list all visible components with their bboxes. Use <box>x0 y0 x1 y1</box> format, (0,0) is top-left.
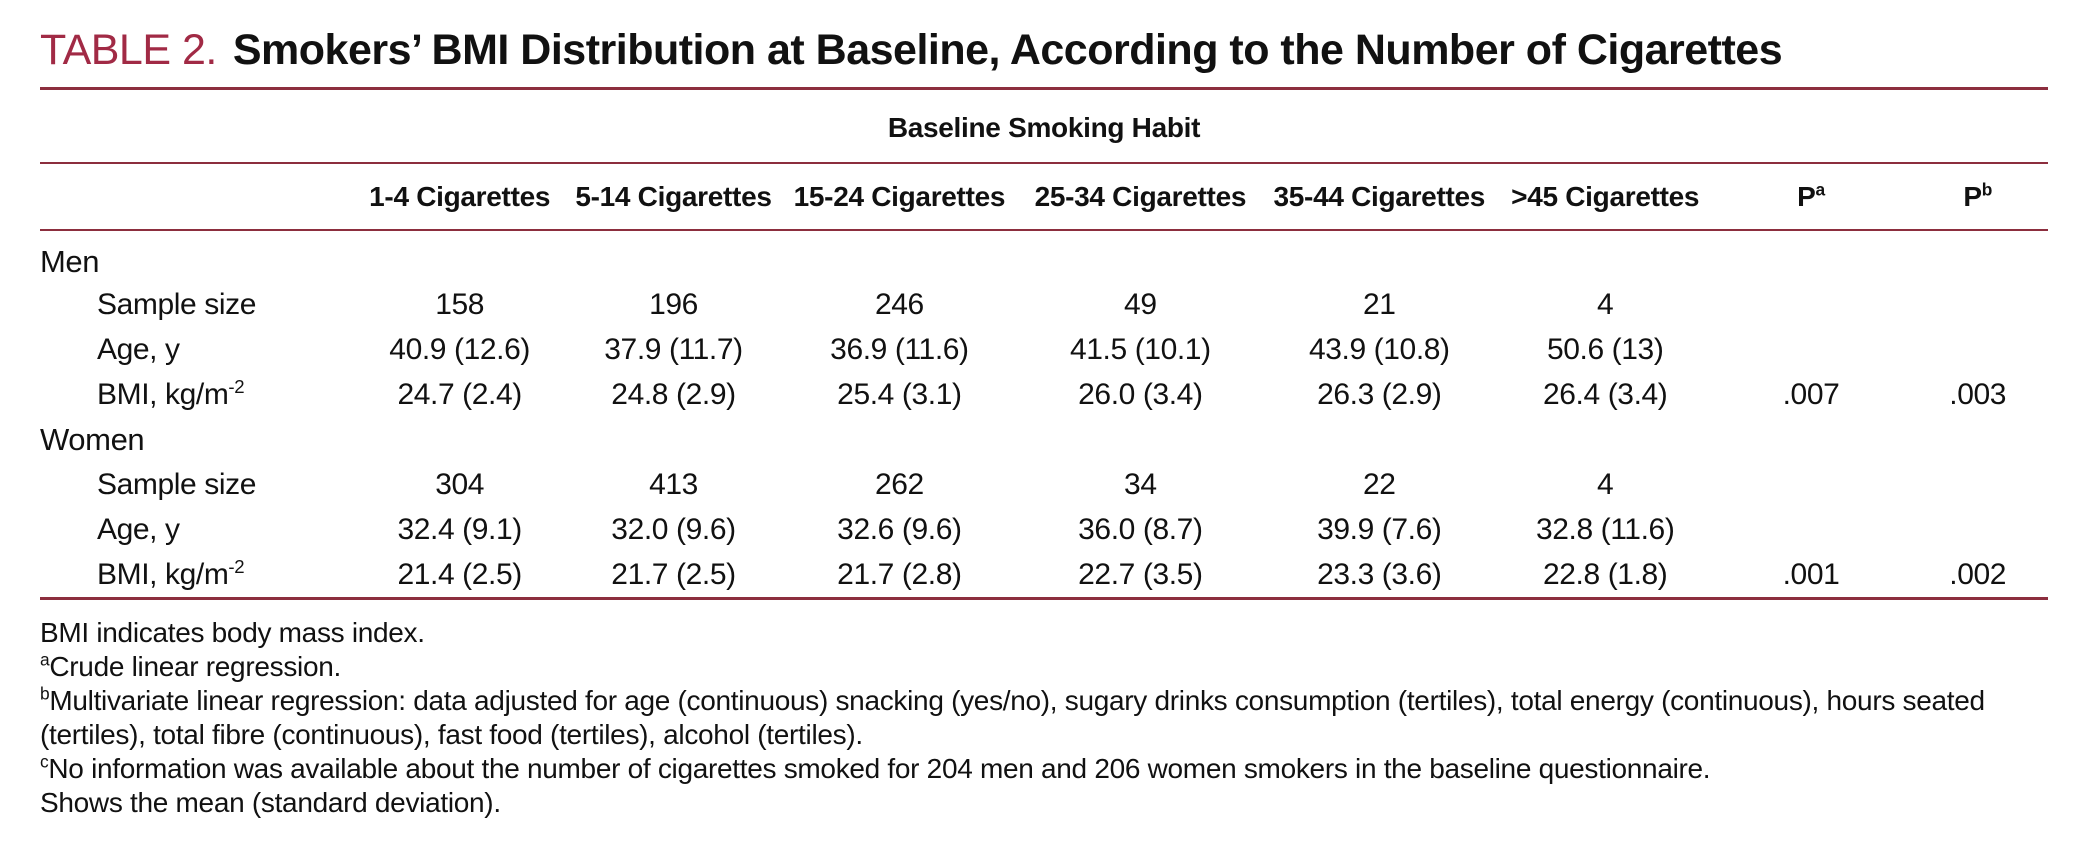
row-label: BMI, kg/m-2 <box>97 555 245 591</box>
row-label: Age, y <box>97 332 180 366</box>
superscript-a: a <box>1815 179 1826 200</box>
footnote-a: aCrude linear regression. <box>40 649 341 683</box>
column-header-25-34: 25-34 Cigarettes <box>1017 164 1263 232</box>
bottom-rule <box>40 597 2048 601</box>
data-cell: 32.6 (9.6) <box>837 512 962 546</box>
table-title: Smokers’ BMI Distribution at Baseline, A… <box>232 26 1783 74</box>
section-header-men: Men <box>40 230 2048 282</box>
p-value-cell <box>1907 327 2048 372</box>
data-cell: 36.9 (11.6) <box>830 332 969 366</box>
p-value-cell: .001 <box>1782 557 1840 591</box>
footnote-c: cNo information was available about the … <box>40 751 1711 785</box>
row-label: Sample size <box>97 287 257 321</box>
table-row-men-sample-size: Sample size 158 196 246 49 21 4 <box>40 282 2048 327</box>
data-cell: 22 <box>1363 467 1396 501</box>
paper-table-figure: TABLE 2. Smokers’ BMI Distribution at Bas… <box>40 26 2048 820</box>
p-value-cell <box>1715 282 1908 327</box>
footnote-abbreviation: BMI indicates body mass index. <box>40 617 425 649</box>
data-cell: 40.9 (12.6) <box>389 332 530 366</box>
data-cell: 21 <box>1363 287 1396 321</box>
footnote-marker-c: c <box>40 751 49 772</box>
footnote-mean-sd: Shows the mean (standard deviation). <box>40 787 501 819</box>
data-cell: 4 <box>1597 287 1614 321</box>
data-cell: 37.9 (11.7) <box>604 332 743 366</box>
table-number-label: TABLE 2. <box>40 26 217 74</box>
data-cell: 22.7 (3.5) <box>1078 557 1203 591</box>
table-row-men-age: Age, y 40.9 (12.6) 37.9 (11.7) 36.9 (11.… <box>40 327 2048 372</box>
data-cell: 43.9 (10.8) <box>1308 332 1450 366</box>
data-cell: 21.7 (2.5) <box>611 557 736 591</box>
data-cell: 23.3 (3.6) <box>1317 557 1442 591</box>
row-label: Sample size <box>97 467 257 501</box>
data-cell: 4 <box>1597 467 1614 501</box>
section-header-women: Women <box>40 417 2048 462</box>
p-value-cell <box>1907 282 2048 327</box>
table-row-women-sample-size: Sample size 304 413 262 34 22 4 <box>40 462 2048 507</box>
section-label: Men <box>40 243 100 279</box>
data-cell: 262 <box>874 467 924 501</box>
table-row-men-bmi: BMI, kg/m-2 24.7 (2.4) 24.8 (2.9) 25.4 (… <box>40 372 2048 417</box>
table-header-row: 1-4 Cigarettes 5-14 Cigarettes 15-24 Cig… <box>40 164 2048 232</box>
data-cell: 49 <box>1124 287 1157 321</box>
superscript-minus2: -2 <box>228 555 245 577</box>
column-header-5-14: 5-14 Cigarettes <box>566 164 781 232</box>
data-cell: 26.4 (3.4) <box>1542 377 1668 411</box>
superscript-b: b <box>1981 179 1993 200</box>
superscript-minus2: -2 <box>228 375 245 397</box>
column-header-15-24: 15-24 Cigarettes <box>780 164 1018 232</box>
p-value-cell <box>1715 507 1908 552</box>
data-cell: 39.9 (7.6) <box>1317 512 1442 546</box>
p-value-cell: .007 <box>1782 377 1840 411</box>
data-cell: 413 <box>649 467 698 501</box>
column-header-p-multivariate: Pb <box>1907 164 2048 232</box>
data-cell: 196 <box>649 287 698 321</box>
row-label: Age, y <box>97 512 180 546</box>
data-cell: 32.4 (9.1) <box>397 512 522 546</box>
row-label: BMI, kg/m-2 <box>97 375 245 411</box>
spanner-heading: Baseline Smoking Habit <box>887 112 1201 144</box>
column-header-1-4: 1-4 Cigarettes <box>353 164 567 232</box>
data-cell: 22.8 (1.8) <box>1542 557 1668 591</box>
footnote-marker-b: b <box>40 683 50 704</box>
footnote-marker-a: a <box>40 649 50 670</box>
data-cell: 24.7 (2.4) <box>397 377 522 411</box>
data-table: 1-4 Cigarettes 5-14 Cigarettes 15-24 Cig… <box>40 164 2048 597</box>
table-caption: TABLE 2. Smokers’ BMI Distribution at Bas… <box>40 26 2048 74</box>
data-cell: 34 <box>1124 467 1157 501</box>
data-cell: 32.0 (9.6) <box>611 512 736 546</box>
column-header-35-44: 35-44 Cigarettes <box>1262 164 1496 232</box>
footnotes: BMI indicates body mass index. aCrude li… <box>40 616 2048 820</box>
p-value-cell <box>1715 462 1908 507</box>
column-header-empty <box>40 164 354 232</box>
p-value-cell <box>1907 462 2048 507</box>
data-cell: 246 <box>874 287 924 321</box>
column-header-p-crude: Pa <box>1714 164 1908 232</box>
data-cell: 36.0 (8.7) <box>1078 512 1203 546</box>
data-cell: 21.7 (2.8) <box>837 557 962 591</box>
spanner-rule <box>40 162 2048 165</box>
data-cell: 50.6 (13) <box>1546 332 1664 366</box>
column-header-gt45: >45 Cigarettes <box>1495 164 1715 232</box>
data-cell: 158 <box>435 287 485 321</box>
p-value-cell: .003 <box>1949 377 2007 411</box>
data-cell: 32.8 (11.6) <box>1535 512 1675 546</box>
data-cell: 26.0 (3.4) <box>1078 377 1203 411</box>
data-cell: 24.8 (2.9) <box>611 377 736 411</box>
p-value-cell: .002 <box>1949 557 2007 591</box>
data-cell: 25.4 (3.1) <box>837 377 962 411</box>
p-value-cell <box>1907 507 2048 552</box>
title-rule <box>40 87 2048 91</box>
table-row-women-age: Age, y 32.4 (9.1) 32.0 (9.6) 32.6 (9.6) … <box>40 507 2048 552</box>
data-cell: 21.4 (2.5) <box>397 557 522 591</box>
section-label: Women <box>40 421 145 457</box>
footnote-b: bMultivariate linear regression: data ad… <box>40 683 1985 751</box>
data-cell: 26.3 (2.9) <box>1317 377 1442 411</box>
data-cell: 41.5 (10.1) <box>1069 332 1211 366</box>
table-row-women-bmi: BMI, kg/m-2 21.4 (2.5) 21.7 (2.5) 21.7 (… <box>40 552 2048 597</box>
data-cell: 304 <box>435 467 485 501</box>
p-value-cell <box>1715 327 1908 372</box>
